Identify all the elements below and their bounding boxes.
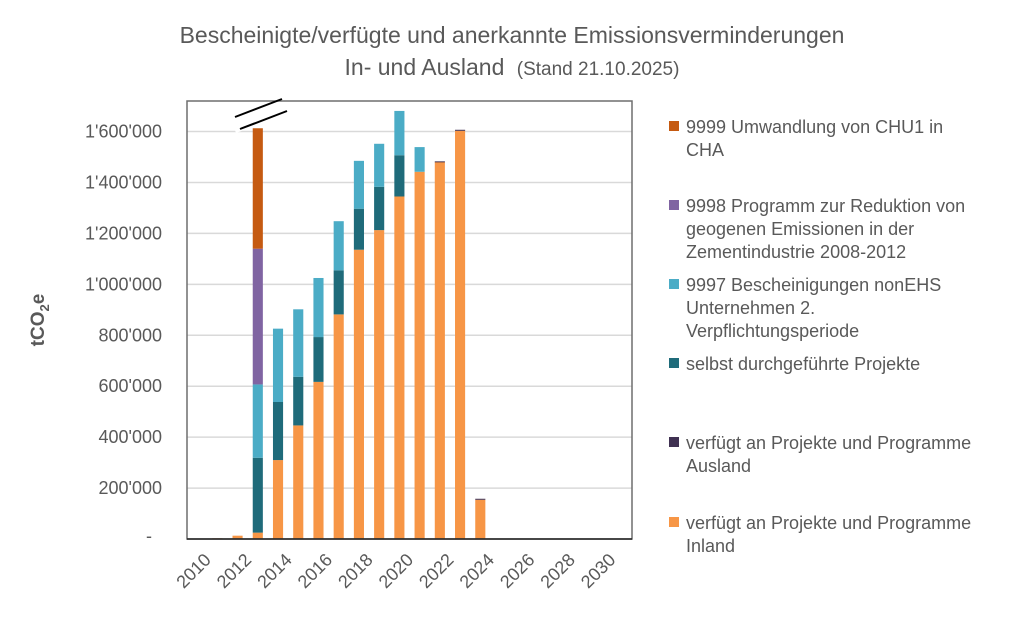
bar-segment [272,401,284,461]
bar-segment [333,314,344,539]
y-tick-label: 600'000 [98,376,162,396]
y-tick-label: - [146,526,152,546]
bar-segment [313,277,324,338]
legend-label: 9998 Programm zur Reduktion von [686,196,965,216]
legend-label: Ausland [686,456,751,476]
bar-segment [394,196,405,539]
bar-segment [394,155,405,197]
y-tick-label: 1'400'000 [85,172,162,192]
bar-segment [414,147,425,172]
legend-label: 9997 Bescheinigungen nonEHS [686,275,941,295]
legend-label: CHA [686,140,724,160]
bar-segment [252,532,263,539]
bar-segment [414,171,425,539]
bar-segment [353,249,364,539]
legend-label: Zementindustrie 2008-2012 [686,242,906,262]
legend-swatch [669,121,679,131]
legend-label: verfügt an Projekte und Programme [686,513,971,533]
bar-segment [374,230,385,539]
bar-segment [455,130,466,539]
bar-segment [353,208,364,250]
bar-segment [374,143,385,187]
bar-segment [252,457,263,533]
bar-segment [434,161,445,539]
legend-swatch [669,279,679,289]
x-tick-label: 2016 [294,550,336,592]
x-tick-label: 2022 [415,550,457,592]
y-axis-label-main: tCO [28,311,49,346]
bar-segment [374,186,385,231]
legend-label: Inland [686,536,735,556]
legend-swatch [669,200,679,210]
legend-label: geogenen Emissionen in der [686,219,914,239]
legend-swatch [669,358,679,368]
legend-item: 9997 Bescheinigungen nonEHS Unternehmen 2… [669,275,941,341]
axis-break-marker [232,98,290,133]
legend-item: verfügt an Projekte und Programme Ausland [669,433,971,476]
x-tick-label: 2030 [577,550,619,592]
bar-segment [313,381,324,539]
legend-label: verfügt an Projekte und Programme [686,433,971,453]
y-axis-ticks: - 200'000 400'000 600'000 800'000 1'000'000 1'… [85,122,162,546]
bar-segment [252,384,263,458]
x-tick-label: 2014 [253,550,295,592]
bar-segment [475,499,486,539]
bar-segment [394,110,405,156]
legend-item: verfügt an Projekte und Programme Inland [669,513,971,556]
y-tick-label: 1'600'000 [85,122,162,142]
bar-segment [232,535,243,539]
chart-title: Bescheinigte/verfügte und anerkannte Emi… [180,22,845,48]
bar-segment [333,221,344,271]
y-tick-label: 800'000 [98,325,162,345]
x-tick-label: 2020 [375,550,417,592]
bar-segment [252,248,263,385]
legend-label: Unternehmen 2. [686,298,815,318]
chart-title-line2: In- und Ausland (Stand 21.10.2025) [345,54,680,80]
legend: 9999 Umwandlung von CHU1 in CHA 9998 Progr… [669,117,971,556]
y-tick-label: 1'000'000 [85,274,162,294]
bar-segment [272,328,284,402]
x-tick-label: 2024 [456,550,498,592]
x-tick-label: 2010 [172,550,214,592]
y-tick-label: 1'200'000 [85,223,162,243]
x-axis-ticks: 2010201220142016201820202022202420262028… [172,550,619,592]
bar-segment [455,129,466,131]
bar-segment [293,309,304,377]
bar-segment [333,270,344,315]
bar-segment [434,161,445,163]
bar-segment [252,128,263,249]
bar-segment [272,460,284,539]
bar-segment [353,160,364,209]
y-axis-label-sub: 2 [37,304,52,311]
legend-item: 9998 Programm zur Reduktion von geogenen … [669,196,965,262]
legend-label: selbst durchgeführte Projekte [686,354,920,374]
legend-label: Verpflichtungsperiode [686,321,859,341]
y-axis-label: tCO2e [28,294,52,347]
x-tick-label: 2028 [536,550,578,592]
x-tick-label: 2012 [213,550,255,592]
legend-swatch [669,517,679,527]
legend-label: 9999 Umwandlung von CHU1 in [686,117,943,137]
y-tick-label: 200'000 [98,478,162,498]
bar-segment [475,498,486,500]
legend-item: selbst durchgeführte Projekte [669,354,920,374]
legend-swatch [669,437,679,447]
bar-segment [293,376,304,426]
x-tick-label: 2026 [496,550,538,592]
legend-item: 9999 Umwandlung von CHU1 in CHA [669,117,943,160]
chart-subtitle: (Stand 21.10.2025) [517,59,680,80]
y-axis-label-suffix: e [28,294,49,305]
y-tick-label: 400'000 [98,427,162,447]
x-tick-label: 2018 [334,550,376,592]
chart-title-line2-main: In- und Ausland [345,54,505,80]
bar-segment [293,425,304,539]
bar-segment [313,337,324,382]
bars [212,110,486,540]
